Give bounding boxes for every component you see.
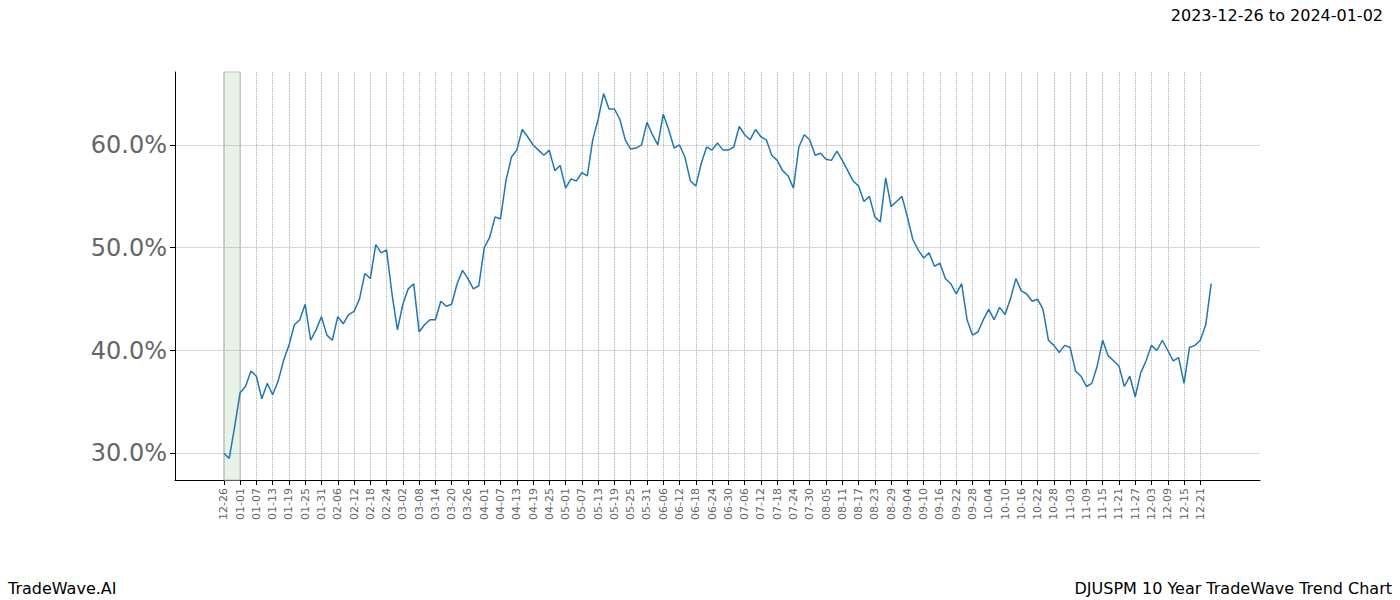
svg-text:08-05: 08-05: [820, 488, 833, 520]
svg-text:10-10: 10-10: [999, 488, 1012, 520]
svg-text:10-04: 10-04: [982, 488, 995, 520]
svg-text:04-13: 04-13: [510, 488, 523, 520]
svg-text:40.0%: 40.0%: [91, 337, 167, 365]
svg-text:09-28: 09-28: [966, 488, 979, 520]
svg-text:01-07: 01-07: [250, 488, 263, 520]
svg-text:03-02: 03-02: [396, 488, 409, 520]
svg-text:08-17: 08-17: [852, 488, 865, 520]
svg-text:11-15: 11-15: [1096, 488, 1109, 520]
svg-text:07-12: 07-12: [754, 488, 767, 520]
svg-text:06-06: 06-06: [657, 488, 670, 520]
svg-text:06-18: 06-18: [689, 488, 702, 520]
svg-text:01-13: 01-13: [266, 488, 279, 520]
svg-text:05-19: 05-19: [608, 488, 621, 520]
svg-text:11-21: 11-21: [1112, 488, 1125, 520]
svg-text:01-19: 01-19: [282, 488, 295, 520]
svg-text:DJUSPM 10 Year TradeWave Trend: DJUSPM 10 Year TradeWave Trend Chart: [1075, 579, 1393, 598]
svg-text:03-20: 03-20: [445, 488, 458, 520]
svg-text:2023-12-26 to 2024-01-02: 2023-12-26 to 2024-01-02: [1171, 6, 1383, 25]
svg-text:12-09: 12-09: [1161, 488, 1174, 520]
svg-text:01-25: 01-25: [299, 488, 312, 520]
svg-text:02-18: 02-18: [364, 488, 377, 520]
svg-text:06-12: 06-12: [673, 488, 686, 520]
svg-text:10-22: 10-22: [1031, 488, 1044, 520]
svg-text:07-18: 07-18: [771, 488, 784, 520]
svg-text:TradeWave.AI: TradeWave.AI: [7, 579, 116, 598]
svg-text:03-26: 03-26: [461, 488, 474, 520]
svg-text:09-04: 09-04: [901, 488, 914, 520]
svg-text:30.0%: 30.0%: [91, 439, 167, 467]
svg-text:06-24: 06-24: [706, 488, 719, 520]
svg-text:04-19: 04-19: [527, 488, 540, 520]
svg-text:01-01: 01-01: [234, 488, 247, 520]
svg-text:05-13: 05-13: [592, 488, 605, 520]
svg-text:05-25: 05-25: [624, 488, 637, 520]
svg-text:09-10: 09-10: [917, 488, 930, 520]
svg-text:08-29: 08-29: [885, 488, 898, 520]
svg-text:09-22: 09-22: [950, 488, 963, 520]
svg-text:50.0%: 50.0%: [91, 234, 167, 262]
svg-text:07-30: 07-30: [803, 488, 816, 520]
svg-text:07-24: 07-24: [787, 488, 800, 520]
svg-text:04-25: 04-25: [543, 488, 556, 520]
svg-text:11-27: 11-27: [1129, 488, 1142, 520]
svg-text:11-03: 11-03: [1064, 488, 1077, 520]
svg-text:06-30: 06-30: [722, 488, 735, 520]
svg-text:02-12: 02-12: [348, 488, 361, 520]
svg-text:12-03: 12-03: [1145, 488, 1158, 520]
svg-text:08-11: 08-11: [836, 488, 849, 520]
svg-text:12-15: 12-15: [1178, 488, 1191, 520]
svg-text:02-06: 02-06: [331, 488, 344, 520]
svg-text:02-24: 02-24: [380, 488, 393, 520]
svg-text:60.0%: 60.0%: [91, 131, 167, 159]
svg-text:11-09: 11-09: [1080, 488, 1093, 520]
svg-text:09-16: 09-16: [933, 488, 946, 520]
svg-text:04-01: 04-01: [478, 488, 491, 520]
svg-text:01-31: 01-31: [315, 488, 328, 520]
svg-text:10-28: 10-28: [1047, 488, 1060, 520]
svg-text:05-01: 05-01: [559, 488, 572, 520]
svg-text:05-31: 05-31: [640, 488, 653, 520]
svg-text:03-08: 03-08: [413, 488, 426, 520]
svg-text:12-26: 12-26: [217, 488, 230, 520]
svg-text:07-06: 07-06: [738, 488, 751, 520]
svg-text:10-16: 10-16: [1015, 488, 1028, 520]
svg-text:05-07: 05-07: [575, 488, 588, 520]
svg-text:12-21: 12-21: [1194, 488, 1207, 520]
svg-text:08-23: 08-23: [868, 488, 881, 520]
svg-text:04-07: 04-07: [494, 488, 507, 520]
svg-text:03-14: 03-14: [429, 488, 442, 520]
